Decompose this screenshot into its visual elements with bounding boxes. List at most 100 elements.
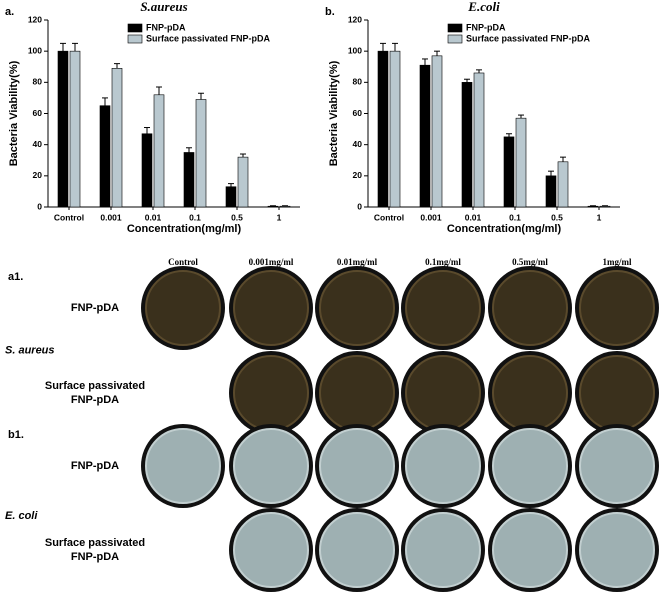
bar xyxy=(503,136,515,208)
x-tick-label: 0.01 xyxy=(145,212,162,222)
panel-label: a. xyxy=(5,6,14,18)
y-tick-label: 80 xyxy=(33,77,43,87)
x-tick-label: 1 xyxy=(597,212,602,222)
y-tick-label: 40 xyxy=(33,139,43,149)
x-tick-label: 0.1 xyxy=(509,212,521,222)
y-axis-title: Bacteria Viability(%) xyxy=(8,60,20,166)
column-header: 0.5mg/ml xyxy=(512,257,548,267)
plate xyxy=(492,428,568,504)
organism-label: E. coli xyxy=(5,510,38,522)
x-tick-label: Control xyxy=(54,212,84,222)
error-bar xyxy=(506,133,512,137)
error-bar xyxy=(560,156,566,162)
bar xyxy=(225,186,237,208)
x-tick-label: 0.001 xyxy=(420,212,442,222)
bar xyxy=(195,99,207,208)
error-bar xyxy=(102,97,108,106)
y-tick-label: 20 xyxy=(33,170,43,180)
error-bar xyxy=(228,183,234,187)
bar xyxy=(599,205,611,208)
plate xyxy=(233,355,309,431)
bar xyxy=(267,205,279,208)
x-tick-label: 0.01 xyxy=(465,212,482,222)
plate xyxy=(405,355,481,431)
bar xyxy=(279,205,291,208)
row-label: Surface passivated xyxy=(45,537,145,549)
column-header: 1mg/ml xyxy=(603,257,632,267)
error-bar xyxy=(198,92,204,100)
bar xyxy=(431,55,443,208)
x-axis-title: Concentration(mg/ml) xyxy=(447,223,562,235)
bar xyxy=(69,50,81,208)
plate xyxy=(233,512,309,588)
bar xyxy=(461,82,473,208)
y-tick-label: 60 xyxy=(33,108,43,118)
row-label: Surface passivated xyxy=(45,380,145,392)
y-tick-label: 120 xyxy=(28,14,42,24)
error-bar xyxy=(434,50,440,56)
row-label: FNP-pDA xyxy=(71,394,119,406)
plate xyxy=(145,428,221,504)
plate xyxy=(233,270,309,346)
column-header: 0.01mg/ml xyxy=(337,257,378,267)
plate xyxy=(319,355,395,431)
legend-swatch xyxy=(127,34,143,44)
bar xyxy=(153,94,165,208)
x-axis-title: Concentration(mg/ml) xyxy=(127,223,242,235)
plate xyxy=(145,270,221,346)
x-tick-label: 1 xyxy=(277,212,282,222)
y-tick-label: 20 xyxy=(353,170,363,180)
error-bar xyxy=(72,42,78,52)
bar xyxy=(377,50,389,208)
bar xyxy=(515,117,527,208)
error-bar xyxy=(464,78,470,83)
x-tick-label: 0.5 xyxy=(551,212,563,222)
plate xyxy=(492,270,568,346)
legend-label: FNP-pDA xyxy=(146,22,186,32)
plate xyxy=(319,428,395,504)
error-bar xyxy=(422,58,428,66)
column-header: 0.1mg/ml xyxy=(425,257,461,267)
y-tick-label: 60 xyxy=(353,108,363,118)
row-label: FNP-pDA xyxy=(71,302,119,314)
plate xyxy=(319,270,395,346)
legend-label: FNP-pDA xyxy=(466,22,506,32)
row-label: FNP-pDA xyxy=(71,551,119,563)
x-tick-label: 0.1 xyxy=(189,212,201,222)
plate xyxy=(492,355,568,431)
row-label: FNP-pDA xyxy=(71,460,119,472)
plate xyxy=(405,512,481,588)
error-bar xyxy=(144,127,150,134)
error-bar xyxy=(548,170,554,176)
y-tick-label: 0 xyxy=(37,201,42,211)
bar xyxy=(389,50,401,208)
y-tick-label: 100 xyxy=(28,45,42,55)
y-tick-label: 80 xyxy=(353,77,363,87)
error-bar xyxy=(392,42,398,52)
error-bar xyxy=(156,86,162,95)
bar xyxy=(473,72,485,208)
error-bar xyxy=(60,42,66,52)
plate xyxy=(492,512,568,588)
y-axis-title: Bacteria Viability(%) xyxy=(328,60,340,166)
bar xyxy=(99,105,111,208)
error-bar xyxy=(518,114,524,119)
chart-title: E.coli xyxy=(467,0,500,14)
error-bar xyxy=(476,69,482,73)
organism-label: S. aureus xyxy=(5,344,55,356)
error-bar xyxy=(240,153,246,158)
plate xyxy=(405,428,481,504)
bar xyxy=(587,205,599,208)
bar xyxy=(141,133,153,208)
y-tick-label: 120 xyxy=(348,14,362,24)
group-label: a1. xyxy=(8,271,23,283)
plate xyxy=(579,355,655,431)
error-bar xyxy=(114,63,120,69)
plate xyxy=(579,270,655,346)
chart-title: S.aureus xyxy=(140,0,187,14)
y-tick-label: 100 xyxy=(348,45,362,55)
x-tick-label: Control xyxy=(374,212,404,222)
bar xyxy=(57,50,69,208)
error-bar xyxy=(186,147,192,153)
